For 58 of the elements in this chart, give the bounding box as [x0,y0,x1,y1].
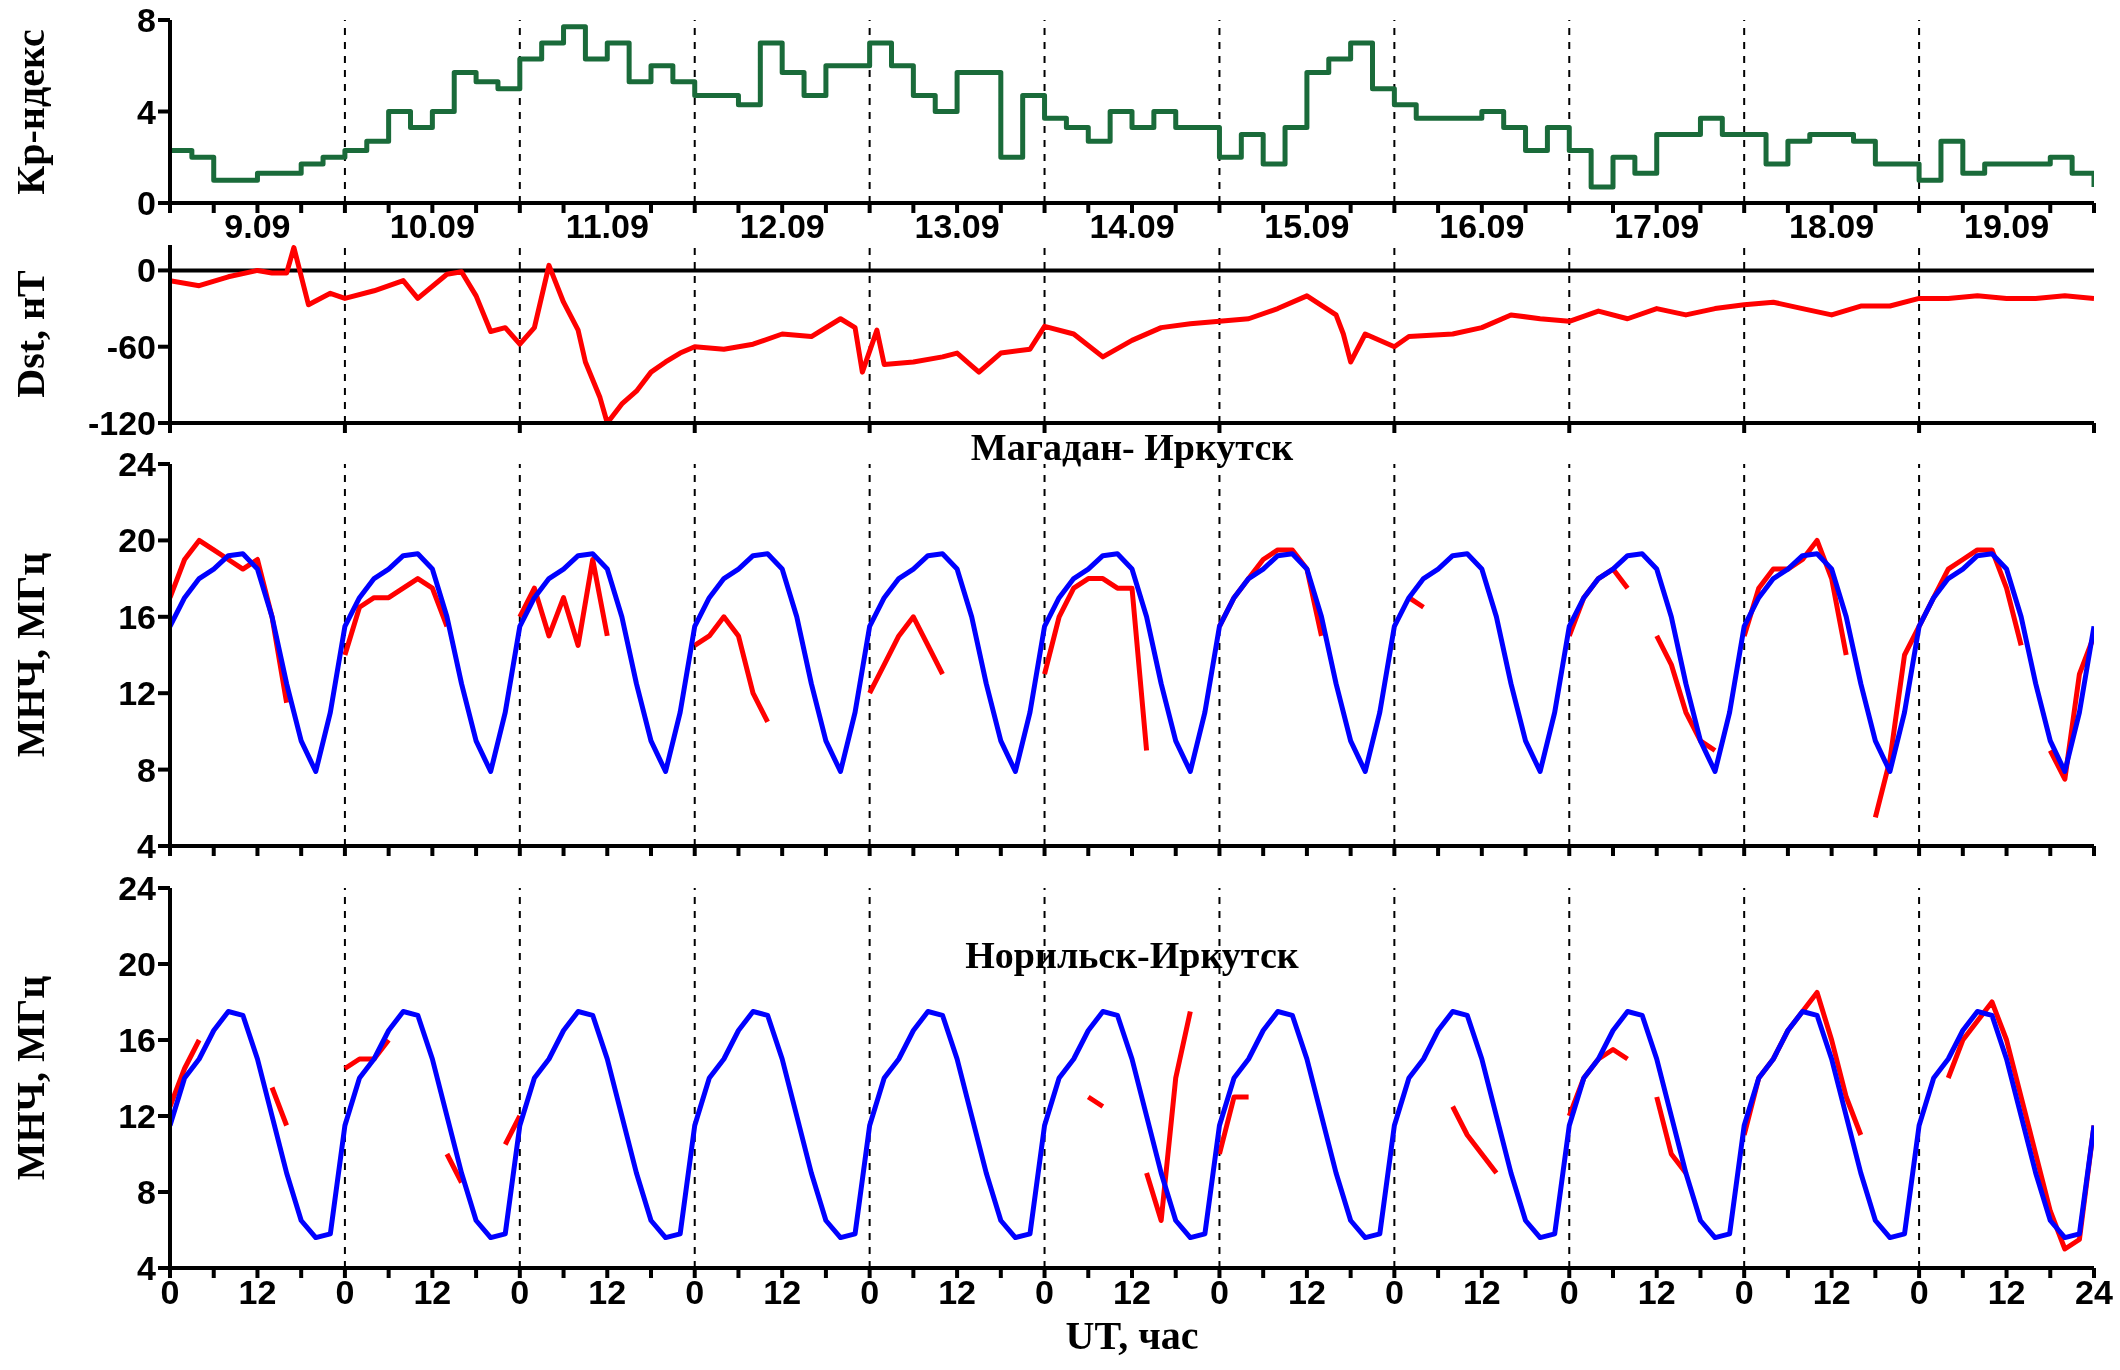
annotation: 14.09 [1089,207,1175,246]
y-tick-label: 0 [137,184,156,223]
x-tick-label: 0 [685,1273,705,1312]
x-tick-label: 0 [335,1273,355,1312]
x-tick-label: 0 [1209,1273,1229,1312]
y-tick-label: 0 [137,251,156,290]
annotation: 13.09 [914,207,1000,246]
x-tick-label: 12 [1287,1273,1326,1312]
y-tick-label: 12 [118,674,156,713]
annotation: 12.09 [739,207,825,246]
x-tick-label: 12 [763,1273,802,1312]
y-tick-label: 4 [137,92,157,131]
text: Норильск-Иркутск [964,933,1300,977]
y-tick-label: 4 [137,827,157,866]
x-tick-label: 0 [510,1273,530,1312]
x-tick-label: 12 [1637,1273,1676,1312]
x-tick-label: 0 [1734,1273,1754,1312]
y-tick-label: 8 [137,1,156,40]
annotation: 18.09 [1789,207,1875,246]
y-tick-label: 20 [118,521,156,560]
chart-title: Магадан- Иркутск [969,425,1295,469]
annotation: 10.09 [389,207,475,246]
x-tick-label: 12 [238,1273,277,1312]
x-tick-label: 0 [1909,1273,1929,1312]
x-tick-label: 12 [1462,1273,1501,1312]
y-axis-title: Dst, нТ [6,270,54,398]
y-tick-label: 8 [137,750,156,789]
x-tick-label: 12 [938,1273,976,1312]
annotation: 11.09 [565,207,649,246]
y-axis-title: МНЧ, МГц [6,552,54,758]
y-tick-label: 24 [118,869,157,908]
y-tick-label: 12 [118,1097,156,1136]
x-tick-label: 0 [860,1273,880,1312]
y-tick-label: 8 [137,1173,156,1212]
x-tick-label: 12 [413,1273,452,1312]
x-tick-label: 0 [1559,1273,1579,1312]
y-tick-label: -60 [106,327,156,366]
x-axis-title: UT, час [1064,1312,1200,1359]
y-tick-label: 4 [137,1249,157,1288]
annotation: 15.09 [1264,207,1350,246]
x-tick-label: 12 [1113,1273,1151,1312]
y-tick-label: 24 [118,445,157,484]
y-tick-label: -120 [87,404,156,443]
annotation: 9.09 [224,207,291,246]
y-axis-title: МНЧ, МГц [6,975,54,1181]
y-tick-label: 20 [118,945,156,984]
x-tick-label: 0 [1384,1273,1404,1312]
annotation: 19.09 [1963,207,2050,246]
y-axis-title: Кр-ндекс [6,28,54,195]
x-tick-label: 24 [2075,1273,2113,1312]
x-tick-label: 12 [588,1273,627,1312]
annotation: 17.09 [1614,207,1700,246]
y-tick-label: 16 [118,597,156,636]
x-tick-label: 0 [1035,1273,1055,1312]
x-tick-label: 12 [1812,1273,1851,1312]
annotation: 16.09 [1439,207,1525,246]
x-tick-label: 12 [1987,1273,2026,1312]
y-tick-label: 16 [118,1021,156,1060]
